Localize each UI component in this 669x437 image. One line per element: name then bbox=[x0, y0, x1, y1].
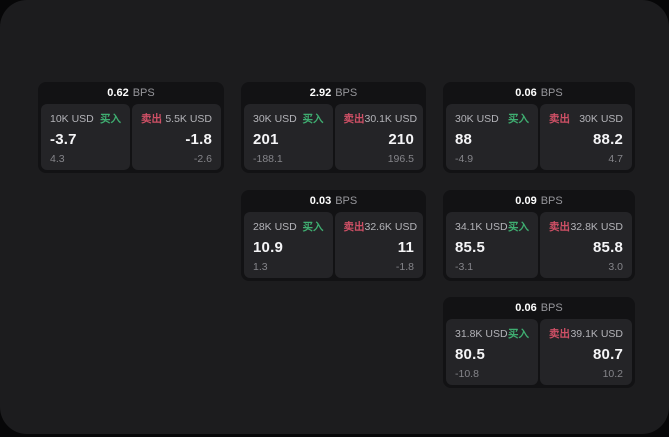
buy-side-label: 买入 bbox=[508, 221, 529, 233]
sell-side-label: 卖出 bbox=[141, 113, 162, 125]
sell-side-label: 卖出 bbox=[343, 113, 365, 125]
buy-amount-label: 28K USD bbox=[253, 220, 297, 233]
buy-price-value: 88 bbox=[455, 131, 473, 148]
buy-side-label: 买入 bbox=[100, 113, 121, 125]
bps-value: 0.03 bbox=[309, 195, 332, 207]
spread-header: 0.09 BPS bbox=[443, 190, 635, 212]
sell-panel[interactable]: 卖出 39.1K USD 80.7 10.2 bbox=[540, 319, 632, 385]
sell-delta-value: 3.0 bbox=[608, 261, 623, 273]
quote-card: 0.06 BPS 30K USD 买入 88 -4.9 卖出 30K USD 8… bbox=[443, 82, 635, 173]
buy-amount-label: 30K USD bbox=[455, 112, 499, 125]
sell-amount-label: 39.1K USD bbox=[570, 327, 623, 340]
quote-body: 28K USD 买入 10.9 1.3 卖出 32.6K USD 11 -1.8 bbox=[241, 212, 426, 281]
buy-side-label: 买入 bbox=[508, 113, 529, 125]
buy-panel[interactable]: 34.1K USD 买入 85.5 -3.1 bbox=[446, 212, 538, 278]
buy-price-value: 10.9 bbox=[253, 239, 283, 256]
buy-price-value: 201 bbox=[253, 131, 279, 148]
bps-value: 0.06 bbox=[515, 302, 537, 314]
bps-unit: BPS bbox=[540, 302, 563, 314]
bps-unit: BPS bbox=[132, 87, 155, 99]
buy-amount-label: 31.8K USD bbox=[455, 327, 508, 340]
sell-panel[interactable]: 卖出 32.8K USD 85.8 3.0 bbox=[540, 212, 632, 278]
sell-price-value: 88.2 bbox=[593, 131, 623, 148]
sell-side-label: 卖出 bbox=[343, 221, 365, 233]
quote-body: 34.1K USD 买入 85.5 -3.1 卖出 32.8K USD 85.8… bbox=[443, 212, 635, 281]
bps-value: 2.92 bbox=[309, 87, 332, 99]
buy-price-value: 80.5 bbox=[455, 346, 485, 363]
sell-side-label: 卖出 bbox=[549, 221, 570, 233]
sell-delta-value: -1.8 bbox=[395, 261, 414, 273]
buy-side-label: 买入 bbox=[302, 221, 324, 233]
bps-unit: BPS bbox=[335, 195, 358, 207]
spread-header: 0.06 BPS bbox=[443, 297, 635, 319]
bps-unit: BPS bbox=[335, 87, 358, 99]
buy-delta-value: -4.9 bbox=[455, 153, 474, 165]
quote-body: 30K USD 买入 201 -188.1 卖出 30.1K USD 210 1… bbox=[241, 104, 426, 173]
buy-delta-value: -3.1 bbox=[455, 261, 474, 273]
buy-amount-label: 30K USD bbox=[253, 112, 297, 125]
quote-card: 0.62 BPS 10K USD 买入 -3.7 4.3 卖出 5.5K USD… bbox=[38, 82, 224, 173]
sell-delta-value: 196.5 bbox=[387, 153, 414, 165]
buy-panel[interactable]: 30K USD 买入 88 -4.9 bbox=[446, 104, 538, 170]
spread-header: 0.06 BPS bbox=[443, 82, 635, 104]
buy-amount-label: 10K USD bbox=[50, 112, 94, 125]
bps-value: 0.06 bbox=[515, 87, 537, 99]
bps-value: 0.62 bbox=[107, 87, 129, 99]
bps-unit: BPS bbox=[540, 195, 563, 207]
buy-panel[interactable]: 30K USD 买入 201 -188.1 bbox=[244, 104, 333, 170]
spread-header: 2.92 BPS bbox=[241, 82, 426, 104]
sell-panel[interactable]: 卖出 32.6K USD 11 -1.8 bbox=[334, 212, 423, 278]
quote-card: 0.09 BPS 34.1K USD 买入 85.5 -3.1 卖出 32.8K… bbox=[443, 190, 635, 281]
quote-body: 30K USD 买入 88 -4.9 卖出 30K USD 88.2 4.7 bbox=[443, 104, 635, 173]
sell-delta-value: -2.6 bbox=[193, 153, 212, 165]
sell-panel[interactable]: 卖出 5.5K USD -1.8 -2.6 bbox=[132, 104, 221, 170]
buy-panel[interactable]: 31.8K USD 买入 80.5 -10.8 bbox=[446, 319, 538, 385]
sell-price-value: 80.7 bbox=[593, 346, 623, 363]
spread-header: 0.03 BPS bbox=[241, 190, 426, 212]
sell-delta-value: 4.7 bbox=[608, 153, 623, 165]
sell-amount-label: 30K USD bbox=[579, 112, 623, 125]
sell-price-value: 11 bbox=[397, 239, 414, 256]
quote-body: 31.8K USD 买入 80.5 -10.8 卖出 39.1K USD 80.… bbox=[443, 319, 635, 388]
buy-amount-label: 34.1K USD bbox=[455, 220, 508, 233]
spread-header: 0.62 BPS bbox=[38, 82, 224, 104]
buy-delta-value: -10.8 bbox=[455, 368, 479, 380]
quote-body: 10K USD 买入 -3.7 4.3 卖出 5.5K USD -1.8 -2.… bbox=[38, 104, 224, 173]
quote-card: 0.06 BPS 31.8K USD 买入 80.5 -10.8 卖出 39.1… bbox=[443, 297, 635, 388]
sell-amount-label: 5.5K USD bbox=[165, 112, 212, 125]
sell-side-label: 卖出 bbox=[549, 113, 570, 125]
buy-delta-value: 4.3 bbox=[50, 153, 65, 165]
sell-side-label: 卖出 bbox=[549, 328, 570, 340]
sell-panel[interactable]: 卖出 30.1K USD 210 196.5 bbox=[334, 104, 423, 170]
buy-delta-value: 1.3 bbox=[253, 261, 268, 273]
bps-unit: BPS bbox=[540, 87, 563, 99]
sell-price-value: 85.8 bbox=[593, 239, 623, 256]
sell-amount-label: 30.1K USD bbox=[364, 112, 418, 125]
sell-amount-label: 32.8K USD bbox=[570, 220, 623, 233]
buy-side-label: 买入 bbox=[508, 328, 529, 340]
buy-panel[interactable]: 10K USD 买入 -3.7 4.3 bbox=[41, 104, 130, 170]
sell-price-value: -1.8 bbox=[185, 131, 212, 148]
sell-price-value: 210 bbox=[388, 131, 414, 148]
bps-value: 0.09 bbox=[515, 195, 537, 207]
buy-panel[interactable]: 28K USD 买入 10.9 1.3 bbox=[244, 212, 333, 278]
buy-side-label: 买入 bbox=[302, 113, 324, 125]
quote-card: 2.92 BPS 30K USD 买入 201 -188.1 卖出 30.1K … bbox=[241, 82, 426, 173]
buy-price-value: -3.7 bbox=[50, 131, 77, 148]
buy-price-value: 85.5 bbox=[455, 239, 485, 256]
quote-card: 0.03 BPS 28K USD 买入 10.9 1.3 卖出 32.6K US… bbox=[241, 190, 426, 281]
buy-delta-value: -188.1 bbox=[253, 153, 283, 165]
sell-amount-label: 32.6K USD bbox=[364, 220, 418, 233]
sell-delta-value: 10.2 bbox=[602, 368, 623, 380]
sell-panel[interactable]: 卖出 30K USD 88.2 4.7 bbox=[540, 104, 632, 170]
